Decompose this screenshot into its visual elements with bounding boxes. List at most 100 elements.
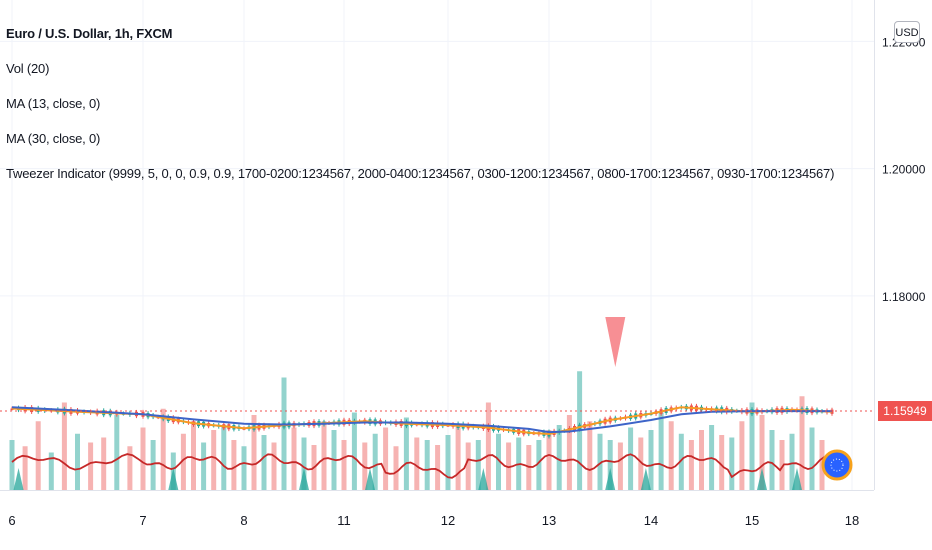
- volume-bar: [628, 427, 634, 490]
- bull-signal-8: [792, 468, 802, 490]
- bull-signal-6: [640, 468, 651, 490]
- volume-bar: [393, 446, 399, 490]
- volume-bar: [749, 402, 755, 490]
- volume-bar: [678, 433, 684, 490]
- volume-bar: [211, 430, 217, 490]
- volume-bar: [241, 446, 247, 490]
- x-tick-label: 14: [644, 513, 658, 528]
- volume-bar: [607, 440, 613, 490]
- x-tick-label: 8: [240, 513, 247, 528]
- x-tick-label: 15: [745, 513, 759, 528]
- volume-bar: [546, 430, 552, 490]
- volume-bar: [251, 415, 257, 490]
- volume-bar: [475, 440, 481, 490]
- volume-bar: [321, 421, 327, 490]
- volume-bar: [201, 442, 207, 490]
- volume-bar: [9, 440, 15, 490]
- x-tick-label: 12: [441, 513, 455, 528]
- volume-bar: [556, 425, 562, 490]
- legend-tweezer[interactable]: Tweezer Indicator (9999, 5, 0, 0, 0.9, 0…: [6, 166, 835, 181]
- badge-stars-icon: [830, 458, 844, 472]
- volume-bar: [668, 421, 674, 490]
- tweezer-marker: [605, 317, 626, 367]
- tweezer-top-marker: [605, 317, 626, 367]
- legend-ma30[interactable]: MA (30, close, 0): [6, 131, 101, 146]
- legend-ma13[interactable]: MA (13, close, 0): [6, 96, 101, 111]
- volume-bar: [729, 437, 735, 490]
- volume-bar: [566, 415, 572, 490]
- volume-bar: [88, 442, 94, 490]
- volume-bar: [739, 421, 745, 490]
- volume-bar: [658, 412, 664, 490]
- volume-bar: [301, 437, 307, 490]
- x-axis: 6 7 8 11 12 13 14 15 18: [0, 490, 874, 528]
- volume-bar: [22, 446, 28, 490]
- volume-bar: [809, 427, 815, 490]
- volume-bar: [75, 433, 80, 490]
- volume-bar: [150, 440, 156, 490]
- x-tick-label: 18: [845, 513, 859, 528]
- volume-bar: [61, 402, 67, 490]
- x-tick-label: 6: [8, 513, 15, 528]
- volume-bar: [536, 440, 542, 490]
- bull-signal-7: [757, 468, 767, 490]
- volume-bar: [127, 446, 133, 490]
- volume-bar: [597, 433, 603, 490]
- volume-bar: [403, 417, 409, 490]
- volume-bar: [160, 408, 166, 490]
- volume-bars: [9, 371, 825, 490]
- volume-bar: [351, 412, 357, 490]
- volume-bar: [362, 442, 368, 490]
- volume-bar: [465, 442, 471, 490]
- volume-bar: [383, 427, 389, 490]
- currency-button[interactable]: USD: [894, 21, 920, 43]
- volume-bar: [617, 442, 623, 490]
- volume-bar: [789, 433, 795, 490]
- y-tick-label: 1.18000: [882, 290, 926, 304]
- volume-bar: [291, 427, 297, 490]
- volume-bar: [140, 427, 146, 490]
- x-tick-label: 7: [139, 513, 146, 528]
- symbol-title[interactable]: Euro / U.S. Dollar, 1h, FXCM: [6, 26, 173, 41]
- volume-bar: [455, 425, 461, 490]
- last-price-tag: 1.15949: [878, 401, 932, 421]
- badge-icon: [821, 449, 853, 481]
- volume-bar: [759, 415, 765, 490]
- ma-line-1: [11, 406, 832, 434]
- volume-bar: [271, 442, 277, 490]
- bull-signal-4: [478, 468, 489, 490]
- volume-bar: [496, 433, 501, 490]
- volume-bar: [281, 377, 287, 490]
- bull-signal-2: [299, 468, 309, 490]
- volume-bar: [779, 440, 785, 490]
- legend-vol[interactable]: Vol (20): [6, 61, 50, 76]
- volume-bar: [180, 433, 186, 490]
- moving-averages: [0, 406, 874, 479]
- volume-bar: [445, 435, 451, 490]
- chart-decoration: [821, 449, 853, 481]
- volume-bar: [191, 421, 196, 490]
- bull-signal-3: [365, 468, 375, 490]
- volume-bar: [114, 415, 120, 490]
- volume-bar: [341, 440, 347, 490]
- bull-signal-1: [168, 468, 179, 490]
- volume-bar: [221, 425, 227, 490]
- volume-bar: [638, 437, 644, 490]
- volume-bar: [414, 437, 420, 490]
- y-tick-label: 1.20000: [882, 163, 926, 177]
- volume-bar: [261, 435, 267, 490]
- volume-bar: [719, 435, 725, 490]
- tweezer-line: [11, 453, 829, 479]
- volume-bar: [648, 430, 654, 490]
- volume-bar: [587, 421, 593, 490]
- volume-bar: [48, 452, 54, 490]
- x-tick-label: 13: [542, 513, 556, 528]
- volume-bar: [372, 433, 378, 490]
- volume-bar: [688, 440, 694, 490]
- volume-bar: [35, 421, 41, 490]
- volume-bar: [799, 396, 805, 490]
- chart-grid: [0, 0, 874, 490]
- volume-bar: [231, 440, 237, 490]
- volume-bar: [435, 445, 441, 490]
